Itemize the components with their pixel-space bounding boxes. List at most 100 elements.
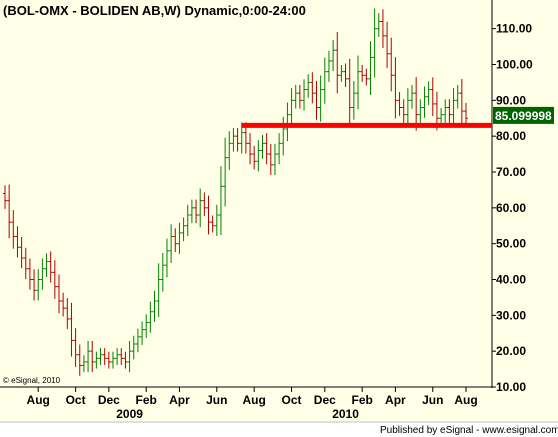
price-bar <box>160 252 165 292</box>
price-bar <box>326 50 331 82</box>
x-tick-label: Feb <box>136 393 157 407</box>
footer-bar <box>0 422 558 437</box>
price-bar <box>177 222 182 254</box>
price-bar <box>202 192 207 217</box>
y-tick-label: 30.00 <box>496 308 526 322</box>
price-bars <box>3 8 468 376</box>
last-price-label: 85.099998 <box>495 109 552 123</box>
price-bar <box>277 133 282 165</box>
price-bar <box>455 84 460 109</box>
price-bar <box>302 79 307 111</box>
price-bar <box>451 88 456 127</box>
y-tick-label: 50.00 <box>496 237 526 251</box>
price-bar <box>347 58 352 128</box>
price-bar <box>364 68 369 86</box>
price-bar <box>268 143 273 176</box>
price-bar <box>405 88 410 127</box>
price-bar <box>297 84 302 109</box>
price-bar <box>464 102 468 127</box>
x-tick-label: Oct <box>66 393 86 407</box>
price-bar <box>19 237 24 269</box>
price-bar <box>152 290 157 322</box>
x-tick-label: Jun <box>206 393 227 407</box>
y-tick-label: 10.00 <box>496 380 526 394</box>
price-bar <box>443 99 448 123</box>
price-bar <box>426 81 431 105</box>
y-tick-label: 70.00 <box>496 165 526 179</box>
price-bar <box>293 84 298 109</box>
price-bar <box>210 215 215 233</box>
price-bar <box>343 63 348 88</box>
price-bar <box>144 314 149 338</box>
price-bar <box>15 226 20 258</box>
price-bar <box>110 351 115 369</box>
plot-area <box>0 0 492 387</box>
price-bar <box>106 351 111 369</box>
price-bar <box>218 166 223 236</box>
price-bar <box>272 143 277 176</box>
price-bar <box>23 247 28 279</box>
price-bar <box>318 75 323 122</box>
price-bar <box>360 65 365 82</box>
y-tick-label: 40.00 <box>496 273 526 287</box>
price-bar <box>77 344 82 376</box>
x-tick-label: Apr <box>385 393 406 407</box>
price-bar <box>418 99 423 123</box>
price-bar <box>331 39 336 72</box>
price-bar <box>430 77 435 117</box>
price-bar <box>44 253 49 277</box>
price-bar <box>339 65 344 82</box>
price-bar <box>7 184 12 239</box>
price-bar <box>306 74 311 98</box>
price-bar <box>214 204 219 236</box>
year-label: 2010 <box>332 407 359 421</box>
x-tick-label: Aug <box>243 393 266 407</box>
price-bar <box>356 55 361 110</box>
price-bar <box>27 258 32 290</box>
price-bar <box>81 355 86 373</box>
y-tick-label: 20.00 <box>496 344 526 358</box>
y-tick-label: 110.00 <box>496 22 532 36</box>
price-bar <box>447 99 452 123</box>
price-bar <box>235 127 240 152</box>
price-bar <box>260 135 265 159</box>
price-bar <box>65 297 70 330</box>
price-bar <box>86 340 91 373</box>
y-tick-label: 80.00 <box>496 129 526 143</box>
price-bar <box>189 199 194 224</box>
price-bar <box>61 292 66 317</box>
x-tick-label: Dec <box>98 393 120 407</box>
price-bar <box>90 340 95 373</box>
price-bar <box>231 127 236 152</box>
price-bar <box>56 274 61 314</box>
price-bar <box>372 8 377 78</box>
chart-title: (BOL-OMX - BOLIDEN AB,W) Dynamic,0:00-24… <box>3 3 306 18</box>
price-bar <box>397 92 402 116</box>
y-tick-label: 100.00 <box>496 58 533 72</box>
price-bar <box>314 80 319 120</box>
price-bar <box>169 224 174 264</box>
x-axis-ticks: Aug Oct Dec Feb Apr Jun Aug Oct Dec Feb Apr Jun Aug 2… <box>27 387 478 421</box>
y-tick-label: 90.00 <box>496 93 526 107</box>
price-bar <box>351 80 356 120</box>
price-bar <box>289 88 294 127</box>
price-bar <box>140 321 145 346</box>
price-bar <box>439 108 444 125</box>
price-bar <box>69 302 74 357</box>
price-bar <box>322 57 327 104</box>
price-bar <box>102 348 107 365</box>
price-bar <box>40 258 45 290</box>
price-bar <box>36 269 41 301</box>
x-tick-label: Jun <box>422 393 443 407</box>
price-bar <box>285 102 290 142</box>
price-bar <box>127 340 132 373</box>
price-bar <box>135 328 140 353</box>
price-bar <box>252 145 257 170</box>
price-bar <box>310 72 315 104</box>
x-tick-label: Apr <box>169 393 190 407</box>
price-bar <box>198 188 203 228</box>
price-bar <box>52 260 57 299</box>
x-tick-label: Feb <box>351 393 372 407</box>
price-bar <box>223 137 228 207</box>
x-tick-label: Aug <box>27 393 50 407</box>
